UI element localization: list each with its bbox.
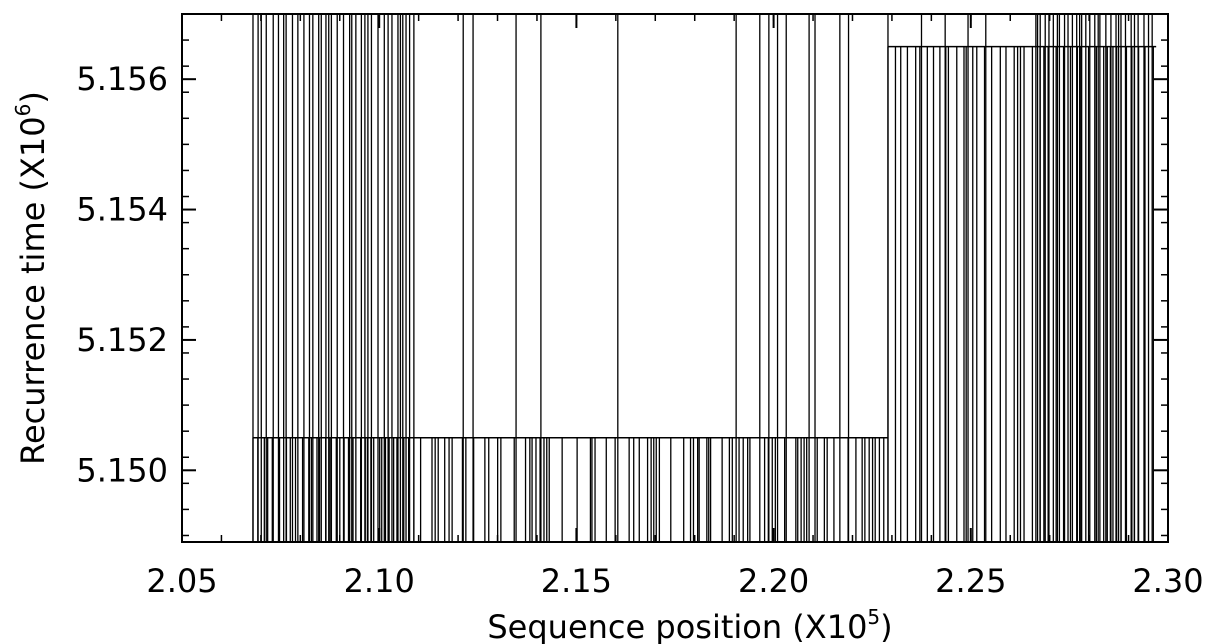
- y-tick-label: 5.152: [76, 321, 168, 359]
- y-axis-label: Recurrence time (X106): [11, 91, 52, 465]
- y-tick-label: 5.150: [76, 451, 168, 489]
- x-tick-label: 2.20: [738, 562, 809, 600]
- x-tick-label: 2.05: [146, 562, 217, 600]
- x-tick-label: 2.15: [541, 562, 612, 600]
- y-tick-labels: 5.150 5.152 5.154 5.156: [76, 60, 168, 489]
- x-tick-label: 2.10: [344, 562, 415, 600]
- plot-frame: [181, 13, 1169, 543]
- x-tick-label: 2.30: [1132, 562, 1203, 600]
- y-tick-label: 5.154: [76, 191, 168, 229]
- y-tick-label: 5.156: [76, 60, 168, 98]
- x-tick-label: 2.25: [935, 562, 1006, 600]
- recurrence-lines: [252, 14, 1157, 542]
- x-axis-label: Sequence position (X105): [487, 605, 892, 644]
- x-tick-labels: 2.05 2.10 2.15 2.20 2.25 2.30: [146, 562, 1203, 600]
